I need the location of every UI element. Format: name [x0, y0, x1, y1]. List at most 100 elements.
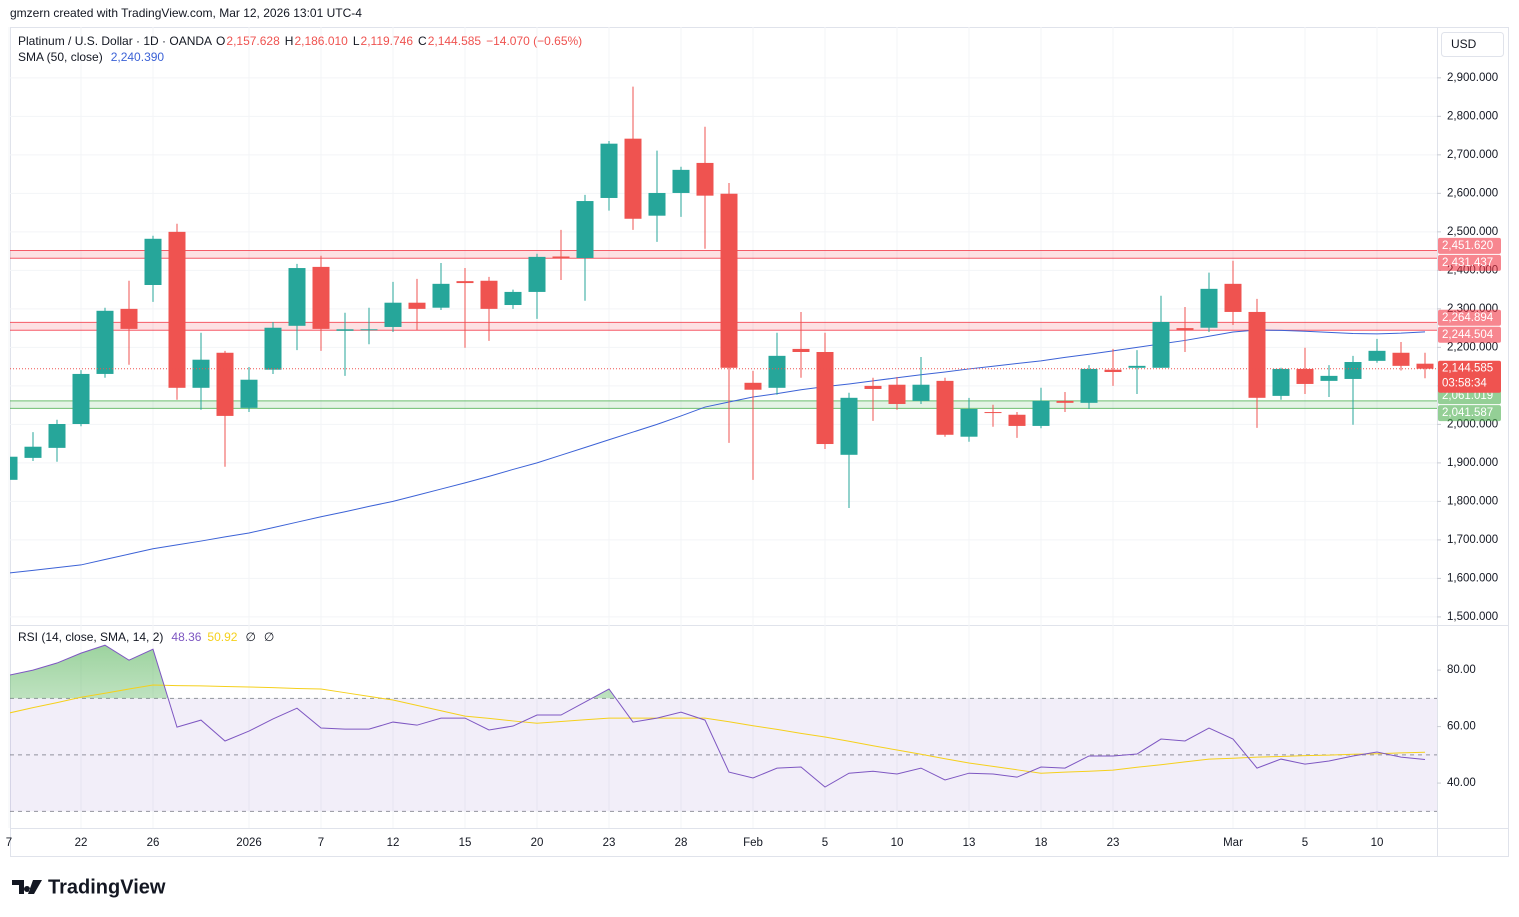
last-price-label: 2,144.585 [1442, 363, 1493, 375]
y-tick-label: 2,200.000 [1447, 341, 1498, 353]
candle-body [216, 352, 234, 416]
y-tick-label: 2,600.000 [1447, 187, 1498, 199]
currency-box[interactable] [1441, 32, 1504, 57]
candle-body [1056, 400, 1074, 403]
level-label: 2,431.437 [1442, 257, 1493, 269]
x-tick-label: 20 [531, 837, 544, 849]
candle-body [1200, 288, 1218, 328]
legend-text: 2,119.746 [361, 34, 414, 48]
y-tick-label: 80.00 [1447, 664, 1476, 676]
legend-text: C [418, 34, 427, 48]
candle-body [840, 397, 858, 455]
legend-text: 2,144.585 [428, 34, 482, 48]
candle-body [768, 355, 786, 388]
level-label: 2,041.587 [1442, 407, 1493, 419]
candle-body [408, 302, 426, 309]
candle-body [1344, 362, 1362, 379]
last-price-bg [1438, 360, 1501, 393]
candle-body [1032, 400, 1050, 426]
candle-body [48, 423, 66, 448]
candle-body [480, 280, 498, 309]
x-tick-label: 5 [822, 837, 828, 849]
candle-body [1392, 352, 1410, 366]
candle-body [72, 373, 90, 424]
candle-body [936, 380, 954, 435]
logo-icon [12, 880, 42, 894]
legend-text: 50.92 [207, 630, 237, 644]
y-tick-label: 2,000.000 [1447, 418, 1498, 430]
candle-body [648, 192, 666, 216]
candle-body [1272, 368, 1290, 396]
candle-body [192, 359, 210, 388]
x-tick-label: Feb [743, 837, 763, 849]
legend-text: ∅ [245, 630, 255, 644]
zone-fill [10, 400, 1437, 409]
y-tick-label: 2,800.000 [1447, 110, 1498, 122]
candle-body [1008, 414, 1026, 426]
candle-body [168, 231, 186, 388]
legend-text: −14.070 (−0.65%) [486, 34, 582, 48]
price-pane [10, 86, 1437, 574]
x-tick-label: 7 [318, 837, 324, 849]
level-label: 2,451.620 [1442, 240, 1493, 252]
rsi-sma-line [10, 684, 1426, 774]
candle-body [696, 162, 714, 196]
x-tick-label: 28 [675, 837, 688, 849]
y-tick-label: 1,500.000 [1447, 611, 1498, 623]
credit: gmzern created with TradingView.com, Mar… [10, 6, 362, 20]
legend-text: L [353, 34, 360, 48]
candle-body [336, 329, 354, 331]
countdown: 03:58:34 [1442, 378, 1487, 390]
level-label-bg [1438, 254, 1501, 271]
candle-body [264, 327, 282, 370]
y-tick-label: 2,500.000 [1447, 226, 1498, 238]
candle-body [1128, 365, 1146, 368]
level-label-bg [1438, 326, 1501, 343]
sma-line [10, 329, 1426, 574]
candle-body [1176, 328, 1194, 331]
x-tick-label: 5 [1302, 837, 1308, 849]
candle-body [960, 408, 978, 437]
candle-body [312, 266, 330, 329]
y-tick-label: 40.00 [1447, 777, 1476, 789]
candle-body [1152, 321, 1170, 368]
level-label-bg [1438, 309, 1501, 326]
legend-text: H [285, 34, 294, 48]
y-tick-label: 2,700.000 [1447, 149, 1498, 161]
legend-text: 2,240.390 [111, 50, 165, 64]
candle-body [864, 385, 882, 389]
x-tick-label: 15 [459, 837, 472, 849]
legend-text: 48.36 [171, 630, 201, 644]
candle-body [360, 329, 378, 331]
candle-body [240, 379, 258, 408]
candle-body [1224, 283, 1242, 312]
y-tick-label: 1,800.000 [1447, 495, 1498, 507]
x-tick-label: 23 [603, 837, 616, 849]
candle-body [1296, 368, 1314, 384]
x-tick-label: 22 [75, 837, 88, 849]
axes: 1,500.000 1,600.000 1,700.000 1,800.000 1,90… [6, 72, 1501, 849]
legend-text: SMA (50, close) [18, 50, 103, 64]
candle-body [552, 256, 570, 259]
level-label-bg [1438, 405, 1501, 422]
y-tick-label: 1,600.000 [1447, 572, 1498, 584]
x-tick-label: 10 [1371, 837, 1384, 849]
candle-body [288, 268, 306, 326]
candle-body [96, 310, 114, 374]
legend-text: RSI (14, close, SMA, 14, 2) [18, 630, 163, 644]
candle-body [1248, 311, 1266, 398]
candle-body [624, 138, 642, 219]
candle-body [1080, 368, 1098, 403]
candle-body [1368, 350, 1386, 361]
legend-text: Platinum / U.S. Dollar · 1D · OANDA [18, 34, 212, 48]
x-tick-label: 26 [147, 837, 160, 849]
y-tick-label: 2,900.000 [1447, 72, 1498, 84]
legend-text: 2,157.628 [226, 34, 280, 48]
legend-text: O [216, 34, 225, 48]
candle-body [456, 281, 474, 284]
x-tick-label: 13 [963, 837, 976, 849]
y-tick-label: 1,700.000 [1447, 534, 1498, 546]
x-tick-label: 12 [387, 837, 400, 849]
